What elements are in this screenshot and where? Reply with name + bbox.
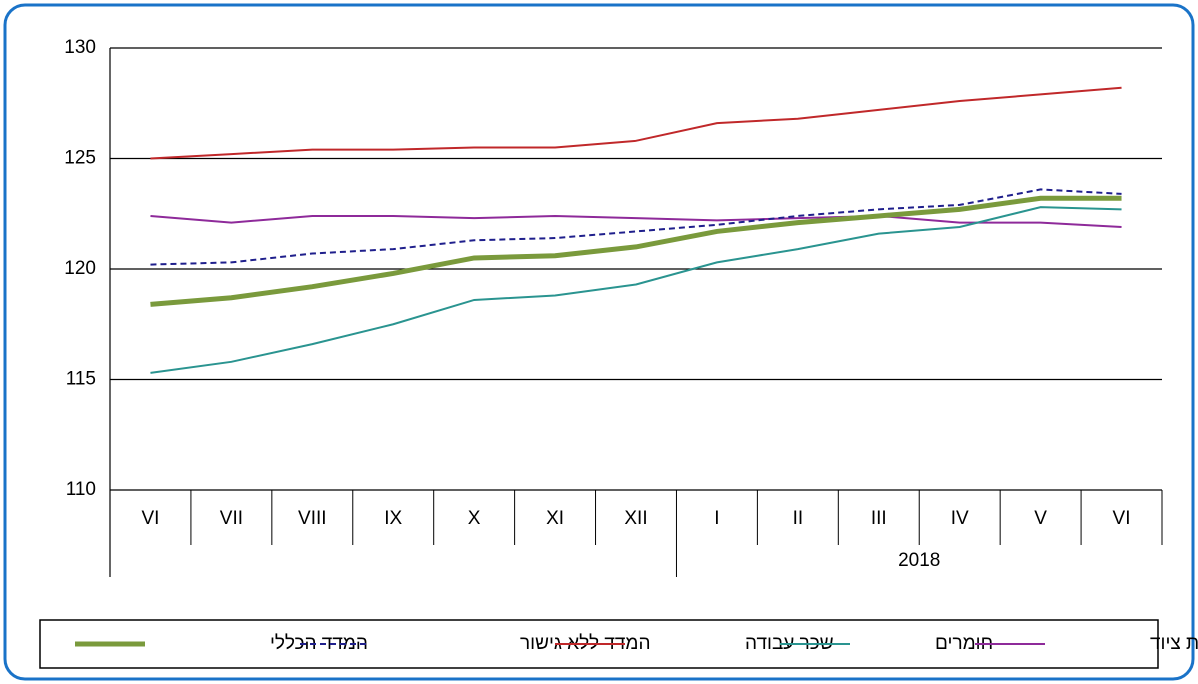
x-tick-label: III: [871, 508, 887, 529]
series-line: [150, 86, 1122, 160]
series-line: [150, 188, 1122, 266]
y-tick-label: 115: [66, 369, 96, 390]
x-tick-label: VI: [141, 508, 159, 529]
y-tick-label: 130: [64, 37, 96, 58]
legend-label: חומרים: [935, 633, 993, 654]
y-tick-label: 120: [64, 258, 96, 279]
x-group-label: 2018: [898, 550, 940, 571]
legend-label: שכירת ציוד: [1150, 633, 1198, 654]
x-tick-label: VII: [220, 508, 243, 529]
x-tick-label: VI: [1113, 508, 1131, 529]
x-tick-label: XI: [546, 508, 564, 529]
frame: [3, 3, 1195, 681]
x-tick-label: IV: [951, 508, 969, 529]
x-tick-label: VIII: [298, 508, 327, 529]
series-line: [150, 214, 1122, 229]
x-tick-label: IX: [384, 508, 402, 529]
series-line: [150, 206, 1122, 374]
y-tick-label: 125: [64, 148, 96, 169]
x-tick-label: X: [468, 508, 481, 529]
x-tick-label: XII: [624, 508, 647, 529]
x-tick-label: I: [714, 508, 719, 529]
x-tick-label: V: [1034, 508, 1047, 529]
x-tick-label: II: [793, 508, 804, 529]
legend-box: [39, 619, 1159, 669]
y-tick-label: 110: [66, 479, 96, 500]
series-line: [150, 195, 1122, 307]
legend-label: המדד הכללי: [270, 633, 368, 654]
